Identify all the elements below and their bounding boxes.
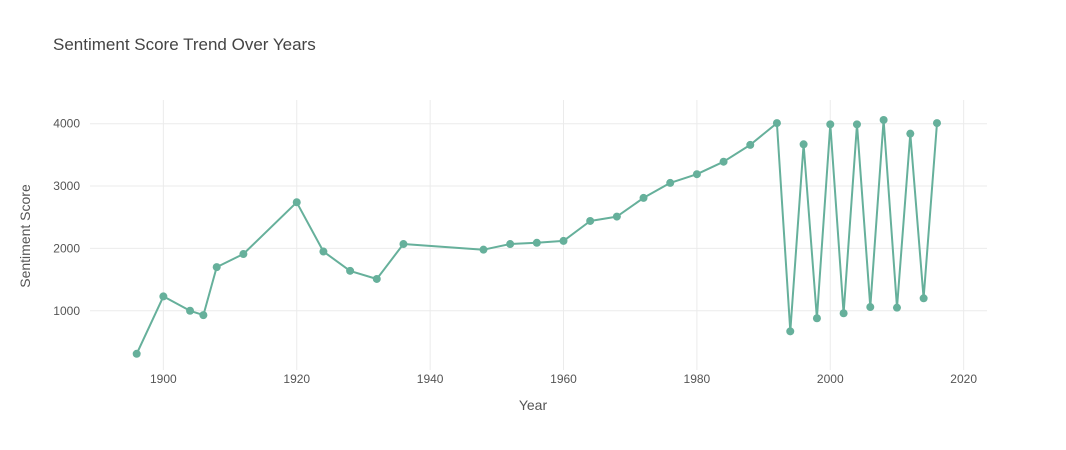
data-point [719,157,728,166]
data-point [292,198,301,207]
x-tick-label: 1920 [283,372,310,386]
y-axis-title: Sentiment Score [17,184,33,288]
data-point [826,120,835,129]
data-point [372,274,381,283]
data-point [839,309,848,318]
y-tick-label: 3000 [53,179,80,193]
data-point [199,311,208,320]
data-point [186,306,195,315]
data-point [506,240,515,249]
y-tick-label: 1000 [53,304,80,318]
data-point [612,212,621,221]
data-point [399,240,408,249]
data-point [852,120,861,129]
data-point [666,178,675,187]
data-point [692,170,701,179]
data-point [812,314,821,323]
data-point [346,266,355,275]
data-point [479,245,488,254]
data-point [892,303,901,312]
x-axis-title: Year [519,397,548,413]
y-tick-label: 4000 [53,117,80,131]
data-point [746,140,755,149]
data-point [906,129,915,138]
data-point [932,119,941,128]
x-tick-label: 2000 [817,372,844,386]
x-tick-label: 1960 [550,372,577,386]
data-point [799,140,808,149]
data-point [786,327,795,336]
data-point [159,292,168,301]
x-tick-label: 1980 [684,372,711,386]
data-point [586,216,595,225]
data-point [532,238,541,247]
x-tick-label: 1940 [417,372,444,386]
data-point [132,349,141,358]
data-point [639,193,648,202]
data-point [212,263,221,272]
data-point [866,303,875,312]
grid [90,100,987,370]
data-point [772,119,781,128]
x-tick-label: 2020 [950,372,977,386]
y-tick-label: 2000 [53,241,80,255]
data-point [559,236,568,245]
data-point [919,294,928,303]
tick-labels: 1900 1920 1940 1960 1980 2000 2020 1000 2000 3000… [53,117,977,386]
data-point [239,250,248,259]
data-point [319,247,328,256]
data-point [879,115,888,124]
x-tick-label: 1900 [150,372,177,386]
series [132,115,941,358]
chart-title: Sentiment Score Trend Over Years [53,35,316,54]
